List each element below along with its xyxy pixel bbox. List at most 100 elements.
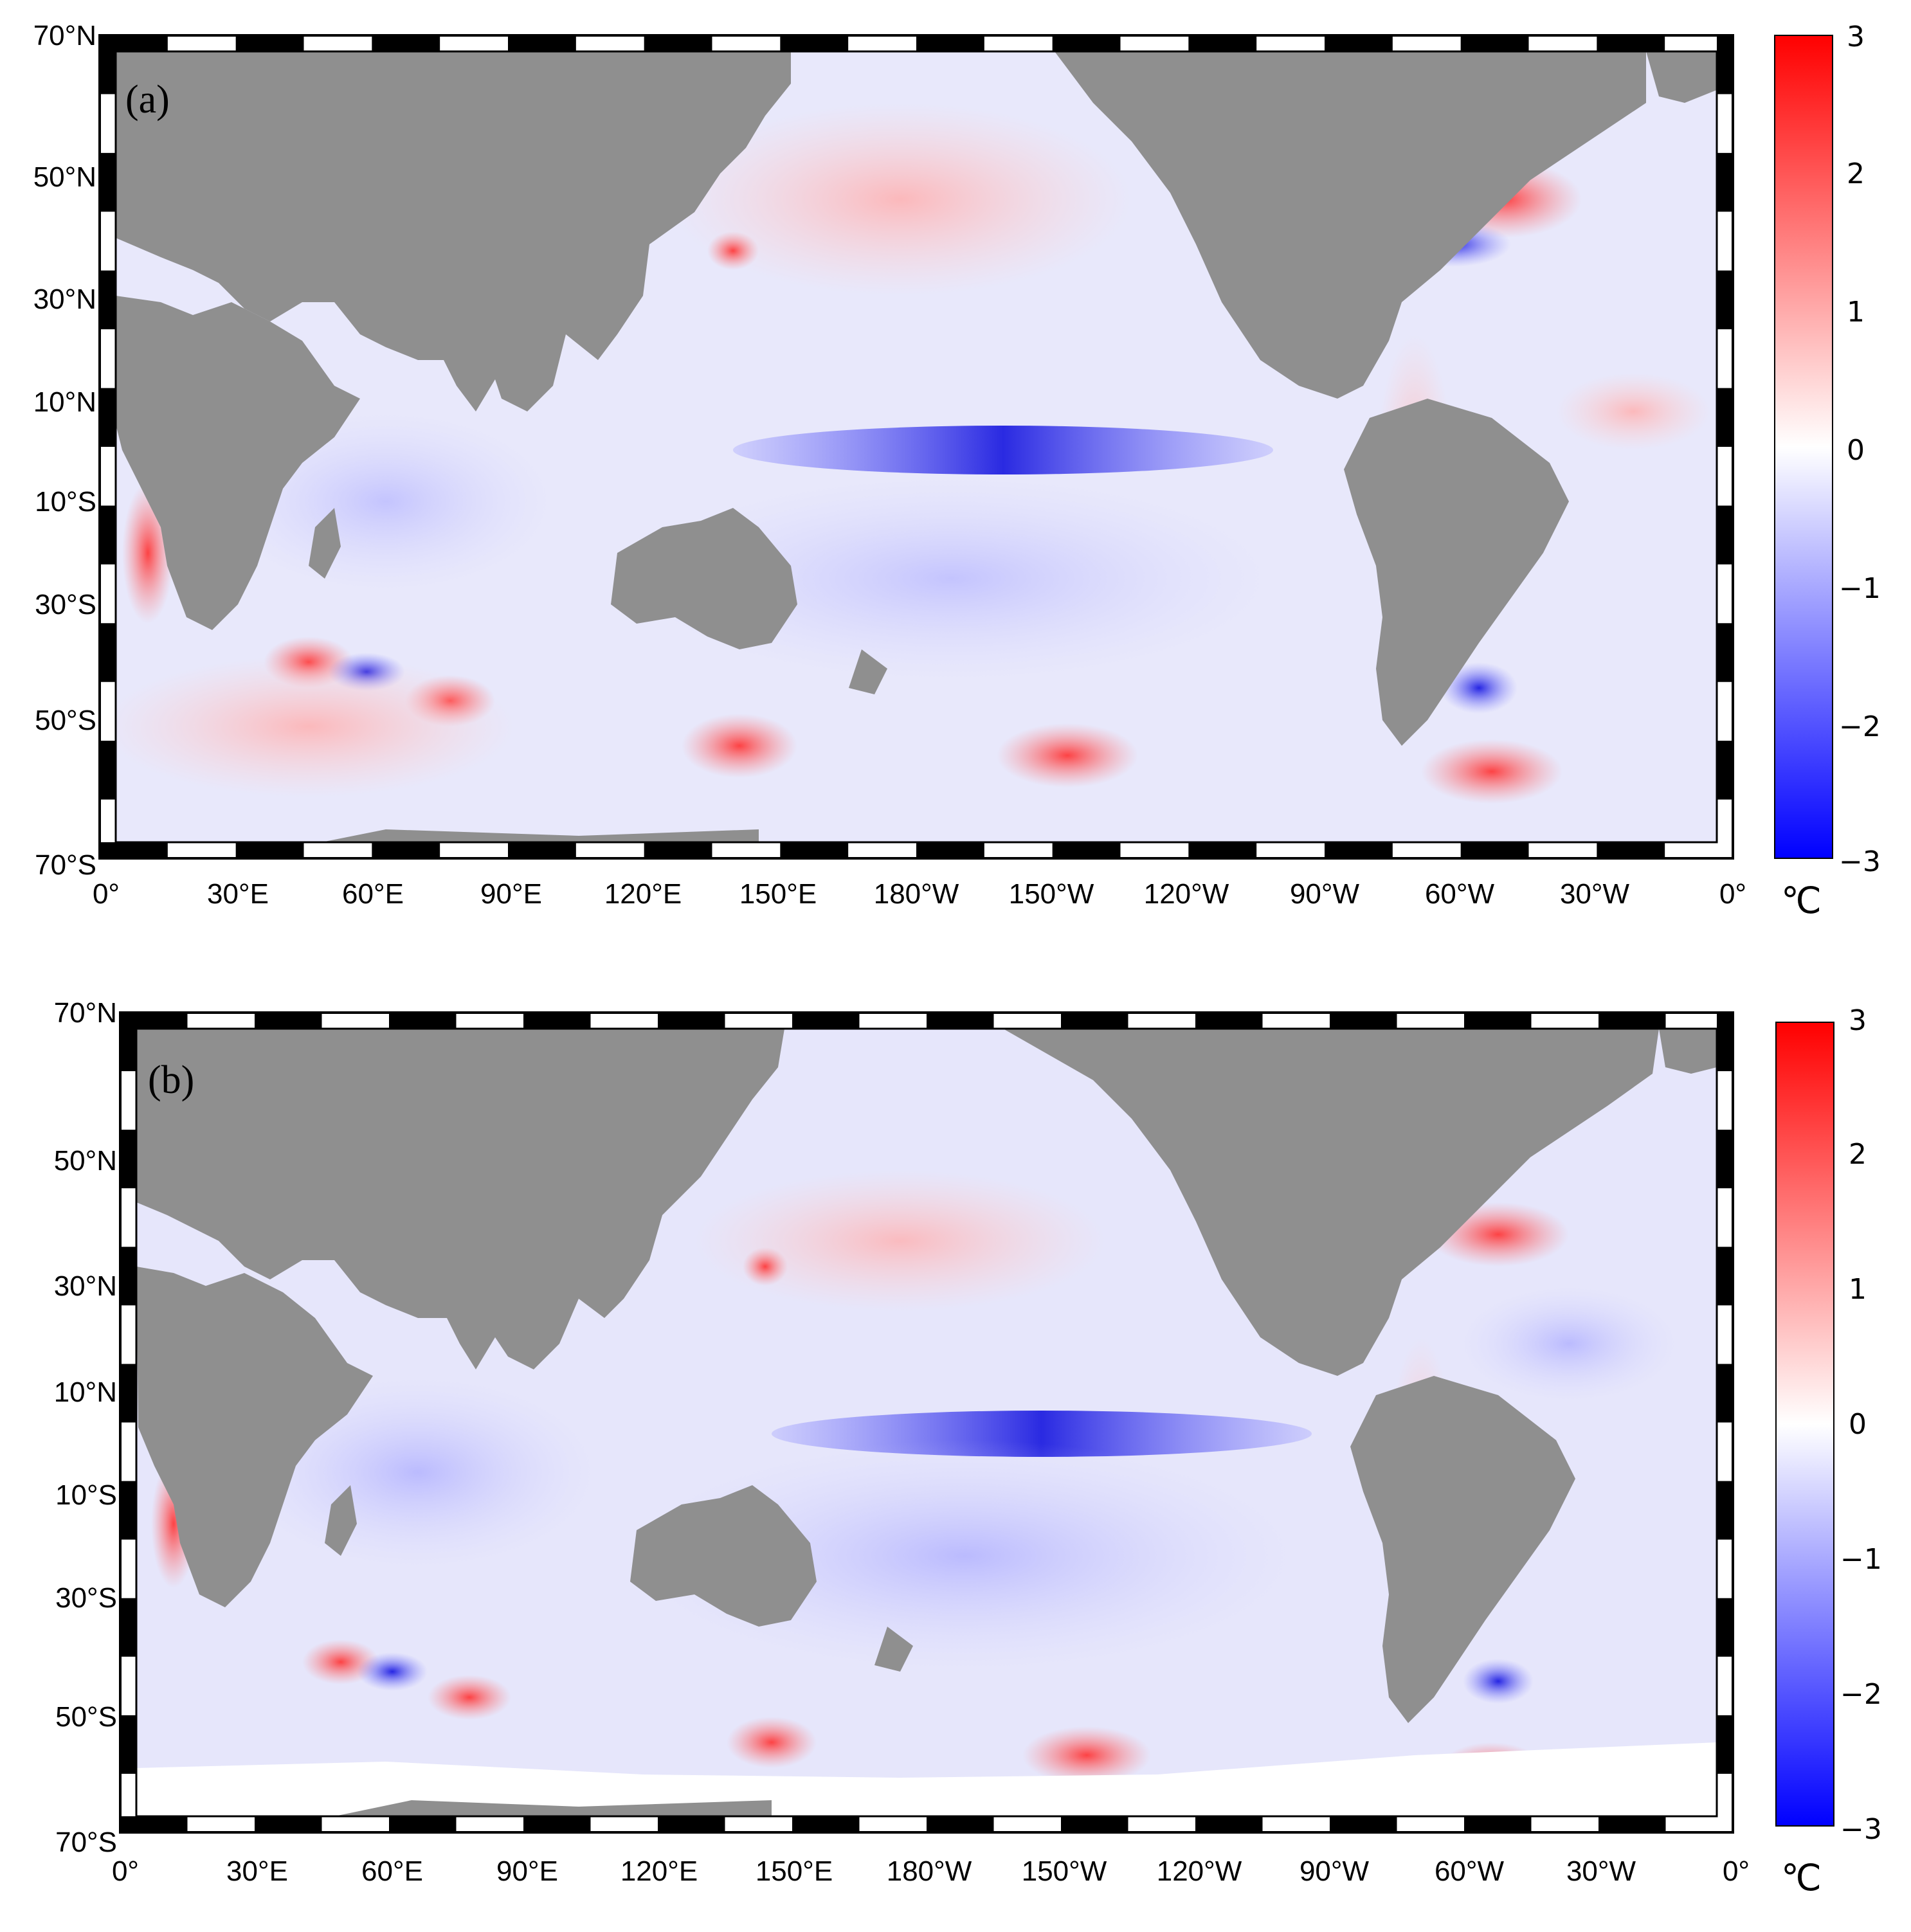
colorbar-tick-label: 1 [1849, 1273, 1867, 1306]
frame-check-segment [644, 35, 712, 51]
lat-tick-label: 30°S [35, 589, 96, 620]
colorbar-tick-label: −3 [1840, 1813, 1882, 1846]
new-zealand [874, 1627, 913, 1672]
colorbar-b: 3 2 1 0 −1 −2 −3 ℃ [1775, 1004, 1882, 1899]
colorbar-tick-label: 0 [1847, 434, 1865, 467]
frame-check-segment [389, 1816, 457, 1832]
cold-eddy [1463, 1659, 1534, 1704]
warm-eddy [682, 714, 797, 778]
lon-tick-label: 0° [93, 878, 120, 910]
lon-tick-label: 60°W [1425, 878, 1495, 910]
lon-tick-label: 90°E [480, 878, 542, 910]
frame-check-segment [780, 35, 849, 51]
lon-tick-label: 150°W [1022, 1855, 1107, 1887]
frame-check-segment [1717, 1481, 1733, 1540]
colorbar-tick-label: −2 [1839, 710, 1881, 743]
colorbar-tick-label: 3 [1847, 21, 1865, 53]
frame-check-segment [1330, 1816, 1397, 1832]
land-masses [116, 51, 1717, 842]
frame-check-segment [120, 1598, 136, 1657]
colorbar-tick-label: −1 [1839, 572, 1881, 605]
colorbar-a: 3 2 1 0 −1 −2 −3 ℃ [1774, 21, 1881, 921]
lat-tick-label: 50°N [33, 161, 96, 193]
lat-tick-label: 50°S [35, 705, 96, 736]
lat-tick-label: 30°S [55, 1582, 117, 1614]
frame-check-segment [1460, 842, 1529, 858]
frame-check-segment [120, 1130, 136, 1189]
frame-check-segment [120, 1481, 136, 1540]
warm-eddy [1022, 1726, 1151, 1784]
frame-check-segment [927, 1013, 994, 1029]
map-area-a [103, 51, 1717, 842]
frame-check-segment [1061, 1013, 1128, 1029]
frame-check-segment [1061, 1816, 1128, 1832]
north-america-landmass [1003, 1029, 1659, 1376]
antarctica-landmass [322, 829, 759, 842]
frame-check-segment [916, 842, 984, 858]
colorbar-unit-label: ℃ [1781, 881, 1822, 921]
madagascar [325, 1485, 357, 1556]
frame-check-segment [100, 388, 116, 447]
lat-tick-label: 50°S [55, 1701, 117, 1733]
south-pacific-cool-anomaly [630, 476, 1273, 682]
colorbar-tick-label: 3 [1849, 1004, 1867, 1037]
latitude-axis-b: 70°N 50°N 30°N 10°N 10°S 30°S 50°S 70°S [54, 997, 117, 1858]
frame-check-segment [523, 1816, 591, 1832]
frame-check-segment [1717, 505, 1733, 564]
frame-check-segment [1188, 35, 1257, 51]
lon-tick-label: 120°E [620, 1855, 698, 1887]
colorbar-unit-label: ℃ [1781, 1859, 1822, 1899]
frame-check-segment [235, 35, 304, 51]
colorbar-tick-label: 0 [1849, 1408, 1867, 1441]
frame-check-segment [1052, 35, 1121, 51]
frame-check-segment [120, 1247, 136, 1306]
frame-check-segment [792, 1816, 860, 1832]
eurasia-landmass [136, 1029, 784, 1369]
longitude-axis-b: 0° 30°E 60°E 90°E 120°E 150°E 180°W 150°… [112, 1855, 1750, 1887]
south-america-landmass [1350, 1376, 1575, 1723]
lon-tick-label: 90°W [1300, 1855, 1370, 1887]
frame-check-segment [1597, 842, 1665, 858]
lat-tick-label: 10°N [33, 386, 96, 418]
frame-check-segment [1464, 1013, 1532, 1029]
atlantic-warm-anomaly [1556, 373, 1710, 450]
colorbar-gradient [1775, 1022, 1834, 1827]
africa-landmass [116, 296, 360, 630]
atlantic-cool-anomaly [1460, 1286, 1678, 1402]
lon-tick-label: 0° [1719, 878, 1746, 910]
frame-check-segment [508, 35, 576, 51]
eurasia-landmass [116, 51, 791, 411]
frame-check-segment [120, 1364, 136, 1423]
frame-check-segment [1188, 842, 1257, 858]
frame-check-segment [100, 270, 116, 330]
lon-tick-label: 60°E [342, 878, 404, 910]
lon-tick-label: 0° [112, 1855, 139, 1887]
lon-tick-label: 180°W [887, 1855, 972, 1887]
warm-eddy [727, 1717, 817, 1768]
lon-tick-label: 60°W [1435, 1855, 1505, 1887]
madagascar [309, 508, 341, 579]
lat-tick-label: 50°N [54, 1145, 117, 1177]
lon-tick-label: 150°E [739, 878, 817, 910]
frame-check-segment [1717, 35, 1733, 95]
lon-tick-label: 120°W [1144, 878, 1229, 910]
lat-tick-label: 30°N [54, 1270, 117, 1302]
lon-tick-label: 120°W [1157, 1855, 1242, 1887]
frame-check-segment [255, 1816, 322, 1832]
lat-tick-label: 70°N [54, 997, 117, 1029]
frame-check-segment [100, 741, 116, 800]
longitude-axis-a: 0° 30°E 60°E 90°E 120°E 150°E 180°W 150°… [93, 878, 1746, 910]
colorbar-tick-label: −3 [1839, 845, 1881, 878]
frame-check-segment [658, 1013, 725, 1029]
colorbar-gradient [1774, 35, 1833, 859]
lat-tick-label: 10°S [55, 1479, 117, 1511]
frame-check-segment [1717, 1715, 1733, 1774]
panel-label: (b) [148, 1058, 194, 1102]
frame-check-segment [658, 1816, 725, 1832]
frame-check-segment [389, 1013, 457, 1029]
frame-check-segment [255, 1013, 322, 1029]
map-panel-b-svg: 70°N 50°N 30°N 10°N 10°S 30°S 50°S 70°S … [54, 997, 1882, 1899]
frame-check-segment [1717, 1364, 1733, 1423]
antarctica-landmass [334, 1800, 772, 1816]
equatorial-pacific-cold-tongue [733, 426, 1273, 474]
